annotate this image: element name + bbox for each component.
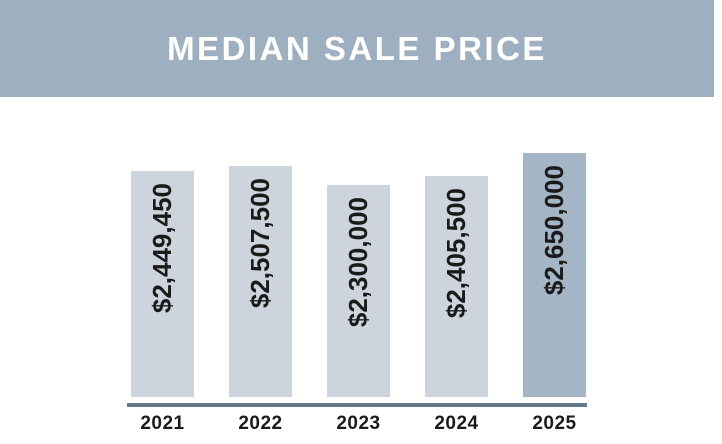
bar-value-label-2023: $2,300,000 [343, 197, 373, 328]
bar-2024: $2,405,500 [425, 176, 488, 397]
bar-2022: $2,507,500 [229, 166, 292, 397]
bars-container: $2,449,450 $2,507,500 $2,300,000 $2,405,500… [131, 153, 586, 397]
bar-2023: $2,300,000 [327, 185, 390, 397]
x-tick-label-2024: 2024 [434, 413, 479, 434]
bar-value-label-2025: $2,650,000 [539, 165, 569, 296]
bar-value-label-2021: $2,449,450 [147, 183, 177, 314]
x-tick-label-2025: 2025 [532, 413, 577, 434]
chart-title: MEDIAN SALE PRICE [167, 29, 547, 67]
bar-value-label-2024: $2,405,500 [441, 188, 471, 319]
x-tick-label-2021: 2021 [140, 413, 185, 434]
x-tick-label-2022: 2022 [238, 413, 283, 434]
x-axis-labels: 2021 2022 2023 2024 2025 [131, 413, 586, 435]
x-tick-label-2023: 2023 [336, 413, 381, 434]
chart-title-banner: MEDIAN SALE PRICE [0, 0, 714, 97]
x-axis-line [127, 403, 587, 407]
bar-value-label-2022: $2,507,500 [245, 178, 275, 309]
bar-2025: $2,650,000 [523, 153, 586, 397]
bar-2021: $2,449,450 [131, 171, 194, 397]
